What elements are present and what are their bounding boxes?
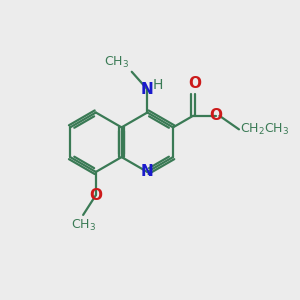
Text: N: N <box>141 164 154 179</box>
Text: CH$_3$: CH$_3$ <box>104 55 130 70</box>
Text: CH$_3$: CH$_3$ <box>70 218 96 233</box>
Text: CH$_2$CH$_3$: CH$_2$CH$_3$ <box>240 122 290 137</box>
Text: O: O <box>209 108 222 123</box>
Text: O: O <box>89 188 102 202</box>
Text: N: N <box>141 82 154 97</box>
Text: H: H <box>153 78 163 92</box>
Text: O: O <box>188 76 201 92</box>
